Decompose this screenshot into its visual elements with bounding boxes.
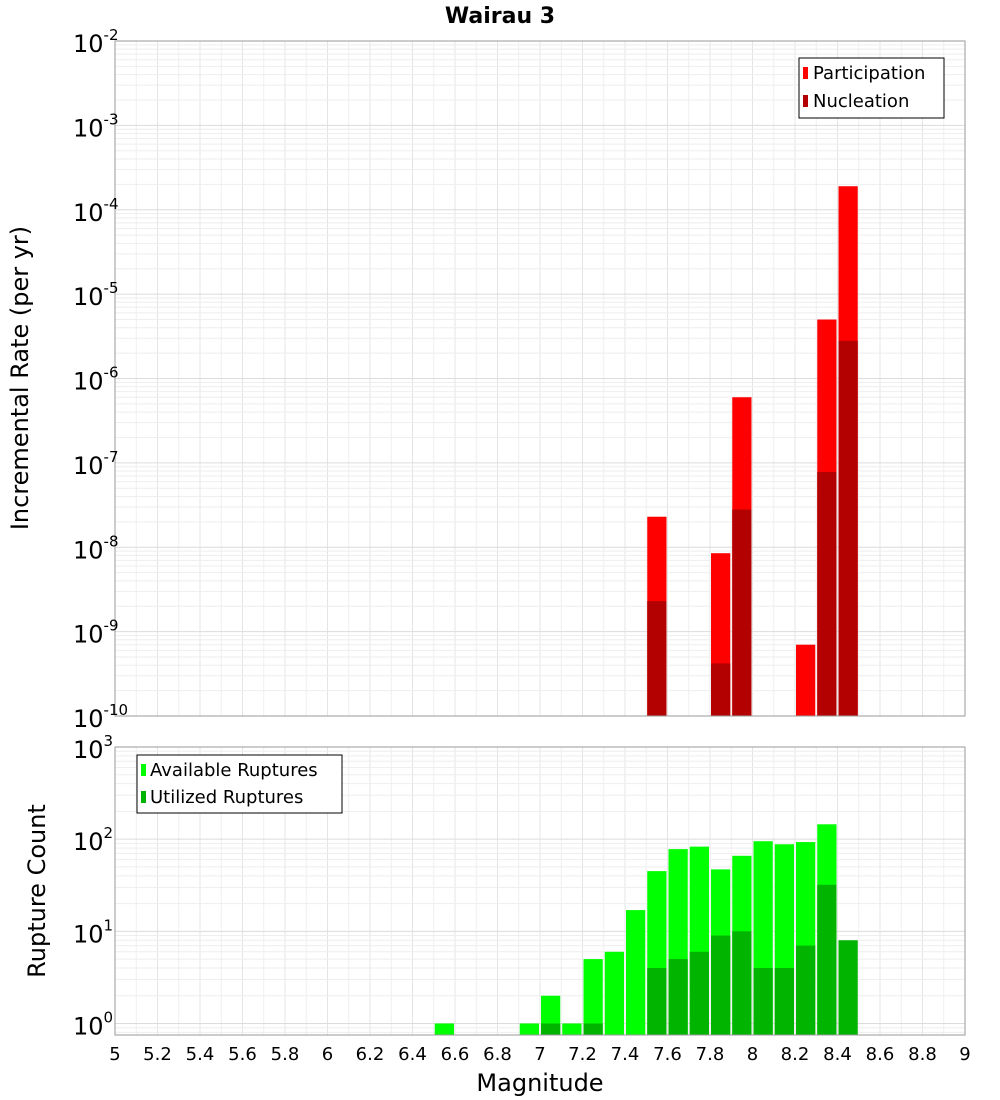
count-plot-bars	[434, 824, 858, 1035]
count-bar-b	[647, 967, 667, 1035]
rate-bar-b	[817, 471, 837, 716]
count-bar-b	[583, 1023, 603, 1035]
x-tick-label: 5.6	[228, 1044, 257, 1065]
rate-plot-bars	[647, 186, 858, 716]
count-bar-a	[562, 1023, 582, 1035]
count-bar-b	[732, 931, 752, 1035]
utilized-legend-label: Utilized Ruptures	[150, 787, 303, 808]
count-bar-b	[838, 940, 858, 1035]
x-tick-label: 8.8	[908, 1044, 937, 1065]
rate-plot-grid	[114, 40, 966, 717]
x-tick-label: 6.2	[356, 1044, 385, 1065]
chart-title: Wairau 3	[445, 4, 555, 29]
rate-bar-b	[838, 340, 858, 716]
x-tick-label: 7.2	[568, 1044, 597, 1065]
rate-y-tick-label: 10-3	[73, 110, 119, 142]
count-bar-b	[796, 945, 816, 1035]
rate-y-tick-label: 10-2	[73, 26, 119, 58]
participation-legend-swatch	[803, 67, 808, 79]
available-legend-label: Available Ruptures	[150, 760, 318, 781]
count-y-tick-labels: 100 101 102 103	[73, 732, 113, 1040]
count-y-tick-label: 103	[73, 732, 113, 764]
count-bar-a	[626, 910, 646, 1035]
rate-y-tick-label: 10-8	[73, 532, 119, 564]
x-tick-label: 5.8	[271, 1044, 300, 1065]
rate-y-tick-label: 10-6	[73, 364, 119, 396]
count-y-tick-label: 100	[73, 1008, 113, 1040]
nucleation-legend-label: Nucleation	[813, 91, 909, 112]
x-tick-label: 6.6	[441, 1044, 470, 1065]
count-plot-frame	[114, 746, 966, 1036]
rate-bar-a	[796, 644, 816, 716]
rate-plot-frame	[114, 40, 966, 717]
count-bar-a	[519, 1023, 539, 1035]
count-bar-b	[711, 935, 731, 1035]
x-tick-label: 8.2	[781, 1044, 810, 1065]
count-bar-a	[434, 1023, 454, 1035]
count-y-axis-label: Rupture Count	[23, 804, 51, 978]
rate-y-tick-label: 10-4	[73, 195, 119, 227]
x-tick-label: 6.8	[483, 1044, 512, 1065]
count-bar-b	[689, 951, 709, 1035]
x-tick-label: 7	[534, 1044, 545, 1065]
count-bar-b	[541, 1023, 561, 1035]
x-tick-label: 7.6	[653, 1044, 682, 1065]
x-tick-label: 7.4	[611, 1044, 640, 1065]
available-legend-swatch	[141, 764, 146, 776]
rate-bar-b	[711, 663, 731, 716]
rate-y-tick-labels: 10-10 10-9 10-8 10-7 10-6 10-5 10-4 10-3 10-2	[73, 26, 128, 733]
count-bar-a	[604, 951, 624, 1035]
magnitude-tick-labels: 5 5.2 5.4 5.6 5.8 6 6.2 6.4 6.6 6.8 7 7.2 7.4 7.6 7.8 8…	[109, 1044, 970, 1065]
x-tick-label: 8.6	[866, 1044, 895, 1065]
x-tick-label: 5.4	[186, 1044, 215, 1065]
count-y-tick-label: 101	[73, 916, 113, 948]
x-tick-label: 9	[959, 1044, 970, 1065]
count-legend: Available Ruptures Utilized Ruptures	[136, 754, 343, 814]
count-legend-box	[136, 754, 343, 814]
rate-y-axis-label: Incremental Rate (per yr)	[6, 226, 34, 530]
count-plot: 100 101 102 103 5 5.2 5.4 5.6 5.8 6 6.2 6.4 6.6 6.8 7…	[23, 732, 971, 1097]
rate-legend-box	[798, 57, 945, 119]
rate-y-tick-label: 10-5	[73, 279, 119, 311]
count-bar-b	[774, 967, 794, 1035]
rate-bar-b	[732, 509, 752, 716]
rate-y-tick-label: 10-9	[73, 617, 119, 649]
x-tick-label: 6.4	[398, 1044, 427, 1065]
count-bar-b	[817, 884, 837, 1035]
x-tick-label: 7.8	[696, 1044, 725, 1065]
rate-legend: Participation Nucleation	[798, 57, 945, 119]
utilized-legend-swatch	[141, 791, 146, 803]
x-tick-label: 8	[747, 1044, 758, 1065]
rate-y-tick-label: 10-7	[73, 448, 119, 480]
x-tick-label: 6	[322, 1044, 333, 1065]
x-tick-label: 8.4	[823, 1044, 852, 1065]
rate-plot: 10-10 10-9 10-8 10-7 10-6 10-5 10-4 10-3 10-2 In…	[6, 26, 966, 733]
count-bar-a	[583, 959, 603, 1035]
rate-y-tick-label: 10-10	[73, 701, 128, 733]
nucleation-legend-swatch	[803, 95, 808, 107]
count-bar-b	[668, 959, 688, 1035]
x-tick-label: 5	[109, 1044, 120, 1065]
count-bar-b	[753, 967, 773, 1035]
x-tick-label: 5.2	[143, 1044, 172, 1065]
magnitude-axis-label: Magnitude	[476, 1069, 603, 1097]
participation-legend-label: Participation	[813, 63, 925, 84]
rate-bar-b	[647, 601, 667, 716]
count-y-tick-label: 102	[73, 824, 113, 856]
